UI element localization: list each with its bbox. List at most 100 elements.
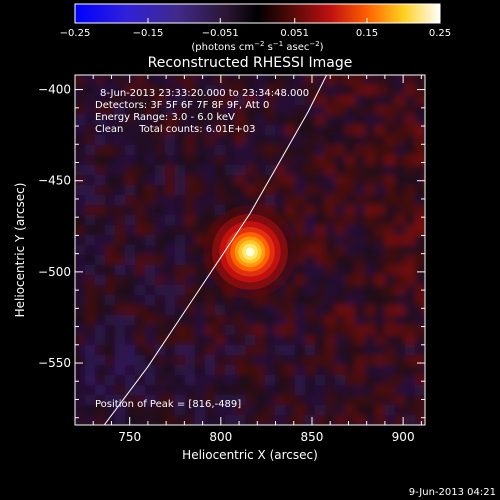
heatmap-cell xyxy=(205,335,216,346)
heatmap-cell xyxy=(425,375,436,386)
heatmap-cell xyxy=(125,245,136,256)
heatmap-cell xyxy=(425,255,436,266)
heatmap-cell xyxy=(195,125,206,136)
heatmap-cell xyxy=(375,75,386,76)
heatmap-cell xyxy=(365,105,376,116)
heatmap-cell xyxy=(105,95,116,106)
heatmap-cell xyxy=(335,115,346,126)
heatmap-cell xyxy=(355,325,366,336)
heatmap-cell xyxy=(155,345,166,356)
heatmap-cell xyxy=(165,295,176,306)
heatmap-cell xyxy=(375,295,386,306)
heatmap-cell xyxy=(295,375,306,386)
heatmap-cell xyxy=(295,385,306,396)
heatmap-cell xyxy=(75,355,86,366)
heatmap-cell xyxy=(115,305,126,316)
heatmap-cell xyxy=(385,415,396,425)
heatmap-cell xyxy=(265,195,276,206)
heatmap-cell xyxy=(385,285,396,296)
heatmap-cell xyxy=(255,135,266,146)
heatmap-cell xyxy=(315,245,326,256)
heatmap-cell xyxy=(215,335,226,346)
heatmap-cell xyxy=(245,195,256,206)
heatmap-cell xyxy=(175,235,186,246)
heatmap-cell xyxy=(205,295,216,306)
heatmap-cell xyxy=(405,415,416,425)
heatmap-cell xyxy=(415,395,425,406)
heatmap-cell xyxy=(145,265,156,276)
heatmap-cell xyxy=(135,275,146,286)
heatmap-cell xyxy=(355,225,366,236)
heatmap-cell xyxy=(215,345,226,356)
heatmap-cell xyxy=(95,75,106,76)
heatmap-cell xyxy=(75,375,86,386)
heatmap-cell xyxy=(255,105,266,116)
heatmap-cell xyxy=(365,205,376,216)
heatmap-cell xyxy=(105,415,116,425)
heatmap-cell xyxy=(345,115,356,126)
heatmap-cell xyxy=(165,115,176,126)
heatmap-cell xyxy=(195,235,206,246)
heatmap-cell xyxy=(75,315,76,326)
heatmap-cell xyxy=(315,175,326,186)
heatmap-cell xyxy=(395,145,406,156)
heatmap-cell xyxy=(185,125,196,136)
heatmap-cell xyxy=(275,125,286,136)
heatmap-cell xyxy=(95,365,106,376)
heatmap-cell xyxy=(245,385,256,396)
heatmap-cell xyxy=(325,225,336,236)
heatmap-cell xyxy=(135,75,146,86)
heatmap-cell xyxy=(295,205,306,216)
heatmap-cell xyxy=(295,345,306,356)
heatmap-cell xyxy=(195,155,206,166)
heatmap-cell xyxy=(155,275,166,286)
heatmap-cell xyxy=(425,415,436,426)
heatmap-cell xyxy=(345,335,356,346)
heatmap-cell xyxy=(75,135,86,146)
heatmap-cell xyxy=(235,425,246,436)
heatmap-cell xyxy=(115,365,126,376)
heatmap-cell xyxy=(425,145,436,156)
heatmap-cell xyxy=(365,185,376,196)
heatmap-cell xyxy=(285,145,296,156)
heatmap-cell xyxy=(95,195,106,206)
heatmap-cell xyxy=(365,85,376,96)
heatmap-cell xyxy=(345,225,356,236)
heatmap-cell xyxy=(175,315,186,326)
heatmap-cell xyxy=(175,85,186,96)
heatmap-cell xyxy=(75,75,86,86)
heatmap-cell xyxy=(95,135,106,146)
heatmap-cell xyxy=(415,75,425,76)
heatmap-cell xyxy=(415,275,425,286)
heatmap-cell xyxy=(145,235,156,246)
heatmap-cell xyxy=(245,355,256,366)
heatmap-cell xyxy=(365,165,376,176)
heatmap-cell xyxy=(425,165,436,176)
heatmap-cell xyxy=(85,265,96,276)
heatmap-cell xyxy=(355,85,366,96)
heatmap-cell xyxy=(305,415,316,425)
heatmap-cell xyxy=(425,345,436,356)
heatmap-cell xyxy=(165,355,176,366)
heatmap-cell xyxy=(355,295,366,306)
heatmap-cell xyxy=(115,135,126,146)
heatmap-cell xyxy=(215,395,226,406)
heatmap-cell xyxy=(75,235,76,246)
heatmap-cell xyxy=(115,105,126,116)
heatmap-cell xyxy=(185,85,196,96)
colorbar-units: (photons cm−2 s−1 asec−2) xyxy=(191,40,323,53)
heatmap-cell xyxy=(315,355,326,366)
heatmap-cell xyxy=(75,95,76,106)
heatmap-cell xyxy=(155,105,166,116)
heatmap-cell xyxy=(85,395,96,406)
heatmap-cell xyxy=(235,135,246,146)
heatmap-cell xyxy=(235,385,246,396)
heatmap-cell xyxy=(175,415,186,425)
heatmap-cell xyxy=(365,95,376,106)
heatmap-cell xyxy=(225,145,236,156)
heatmap-cell xyxy=(245,145,256,156)
heatmap-cell xyxy=(75,275,86,286)
heatmap-cell xyxy=(125,145,136,156)
heatmap-cell xyxy=(245,375,256,386)
heatmap-cell xyxy=(205,85,216,96)
